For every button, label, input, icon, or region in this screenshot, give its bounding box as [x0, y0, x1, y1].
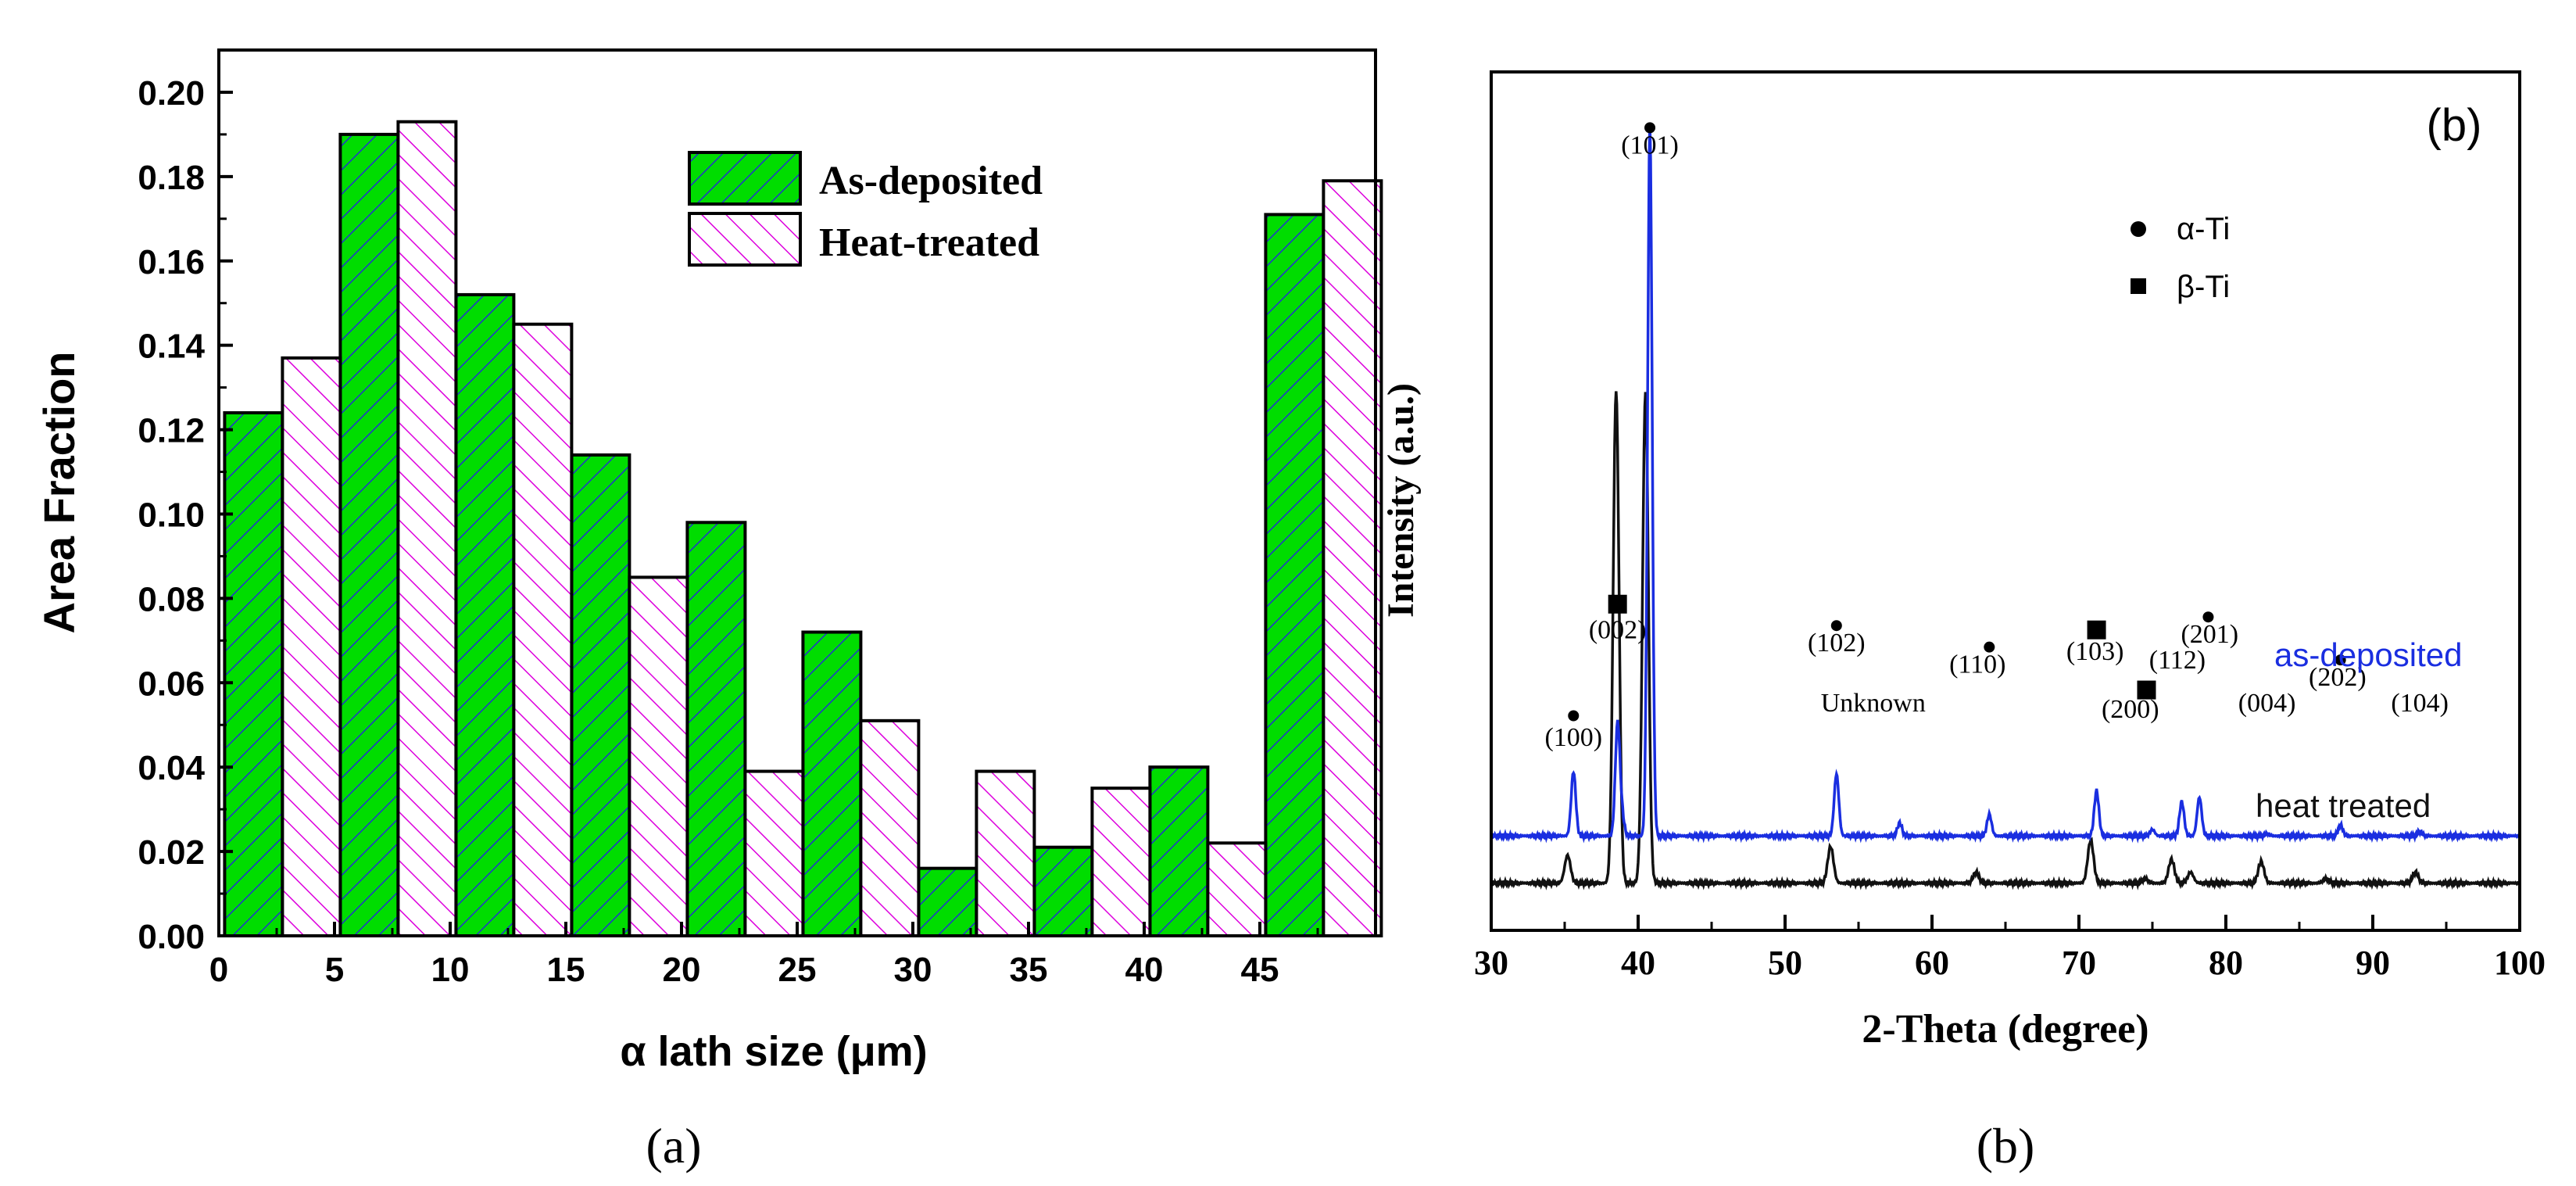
- peak-label: (201): [2181, 620, 2238, 649]
- peak-label: (102): [1808, 629, 1866, 657]
- panel-label-b: (b): [1977, 1118, 2035, 1173]
- y-tick-label: 0.04: [138, 749, 205, 787]
- y-axis-title: Intensity (a.u.): [1380, 383, 1422, 618]
- legend-label-alpha-ti: α-Ti: [2177, 212, 2230, 246]
- bar-as-deposited-25: [801, 630, 863, 937]
- y-tick-label: 0.20: [138, 74, 205, 113]
- x-tick-label: 35: [1010, 951, 1048, 989]
- x-tick-label: 80: [2209, 944, 2243, 982]
- peak-label: (103): [2066, 637, 2124, 666]
- curve-label-as-deposited: as-deposited: [2274, 636, 2463, 673]
- xrd-panel: 30 40 50 60 70 80 90 100 (100) (002) (101) (102) Un…: [1380, 70, 2546, 1173]
- bar-as-deposited-5: [338, 132, 400, 937]
- alpha-ti-peak-marker-icon: [2334, 654, 2346, 666]
- y-tick-label: 0.12: [138, 412, 205, 450]
- x-tick-label: 15: [547, 951, 585, 989]
- x-tick-label: 10: [431, 951, 470, 989]
- phase-legend: α-Ti β-Ti: [2131, 212, 2230, 304]
- y-tick-label: 0.14: [138, 328, 205, 366]
- y-tick-label: 0.18: [138, 159, 205, 197]
- legend-label-beta-ti: β-Ti: [2177, 270, 2230, 304]
- bar-heat-treated-40: [1206, 841, 1268, 938]
- beta-ti-peak-marker-icon: [1608, 594, 1627, 614]
- x-tick-label: 90: [2356, 944, 2390, 982]
- bar-heat-treated-0: [281, 356, 342, 938]
- beta-ti-peak-marker-icon: [2137, 680, 2156, 700]
- x-tick-label: 40: [1621, 944, 1655, 982]
- bar-as-deposited-30: [917, 866, 979, 937]
- x-tick-label: 100: [2494, 944, 2546, 982]
- alpha-ti-peak-marker-icon: [1644, 122, 1656, 134]
- legend-label-as-deposited: As-deposited: [819, 159, 1043, 203]
- bar-as-deposited-15: [570, 453, 631, 937]
- x-tick-label: 70: [2062, 944, 2096, 982]
- bar-as-deposited-20: [685, 521, 747, 937]
- bar-heat-treated-10: [512, 322, 574, 937]
- peak-label: (100): [1544, 723, 1602, 752]
- axis-ticks: 30 40 50 60 70 80 90 100: [1474, 915, 2546, 982]
- legend-label-heat-treated: Heat-treated: [819, 220, 1039, 265]
- x-axis-title: α lath size (μm): [620, 1028, 927, 1075]
- alpha-ti-peak-marker-icon: [1830, 620, 1842, 632]
- y-tick-label: 0.02: [138, 833, 205, 872]
- x-tick-label: 40: [1125, 951, 1164, 989]
- x-tick-label: 0: [209, 951, 228, 989]
- axis-ticks: 0 5 10 15 20 25 30 35 40 45 0.00 0.02 0.04 0.06 0.08 0.…: [138, 74, 1319, 989]
- peak-label: Unknown: [1821, 689, 1926, 718]
- peak-label: (112): [2149, 646, 2206, 675]
- x-tick-label: 5: [325, 951, 344, 989]
- y-tick-label: 0.16: [138, 243, 205, 281]
- x-axis-title: 2-Theta (degree): [1862, 1007, 2148, 1052]
- alpha-ti-marker-icon: [2131, 221, 2146, 237]
- bar-heat-treated-25: [859, 718, 921, 937]
- bar-as-deposited-0: [223, 410, 284, 937]
- inner-panel-label: (b): [2427, 100, 2482, 151]
- alpha-ti-peak-marker-icon: [1568, 710, 1580, 722]
- bar-heat-treated-5: [396, 120, 458, 938]
- legend-swatch-heat-treated: [688, 212, 802, 267]
- y-tick-label: 0.00: [138, 918, 205, 956]
- bar-heat-treated-35: [1090, 786, 1152, 938]
- x-tick-label: 50: [1768, 944, 1802, 982]
- bar-heat-treated-45: [1322, 179, 1383, 937]
- y-tick-label: 0.10: [138, 496, 205, 534]
- peak-label: (202): [2309, 663, 2367, 692]
- alpha-ti-peak-marker-icon: [2202, 611, 2214, 623]
- peak-label: (002): [1589, 616, 1647, 645]
- x-tick-label: 25: [778, 951, 817, 989]
- peak-label: (004): [2238, 689, 2296, 718]
- bar-heat-treated-30: [975, 769, 1036, 937]
- x-tick-label: 45: [1241, 951, 1279, 989]
- y-axis-title: Area Fraction: [34, 352, 84, 634]
- histogram-bars: [223, 120, 1383, 938]
- peak-label: (110): [1949, 650, 2005, 679]
- x-tick-label: 60: [1915, 944, 1949, 982]
- bar-heat-treated-15: [628, 575, 689, 938]
- alpha-ti-peak-marker-icon: [1984, 641, 1995, 653]
- beta-ti-peak-marker-icon: [2087, 620, 2106, 640]
- y-tick-label: 0.08: [138, 580, 205, 618]
- x-tick-label: 20: [663, 951, 701, 989]
- y-tick-label: 0.06: [138, 665, 205, 703]
- beta-ti-marker-icon: [2131, 278, 2146, 294]
- legend: As-deposited Heat-treated: [688, 151, 1043, 267]
- panel-label-a: (a): [646, 1118, 701, 1173]
- bar-as-deposited-45: [1264, 213, 1326, 937]
- bar-as-deposited-40: [1148, 765, 1210, 938]
- peak-annotations: (100) (002) (101) (102) Unknown (110) (103) (20…: [1544, 122, 2449, 752]
- histogram-panel: 0 5 10 15 20 25 30 35 40 45 0.00 0.02 0.04 0.06 0.08 0.…: [34, 48, 1383, 1173]
- bar-heat-treated-20: [743, 769, 805, 937]
- curve-label-heat-treated: heat treated: [2256, 787, 2431, 824]
- x-tick-label: 30: [894, 951, 932, 989]
- bar-as-deposited-35: [1032, 845, 1094, 937]
- xrd-curve-heat-treated: [1490, 391, 2521, 890]
- peak-label: (101): [1621, 131, 1679, 159]
- bar-as-deposited-10: [454, 292, 516, 937]
- peak-label: (200): [2102, 695, 2159, 724]
- peak-label: (104): [2391, 689, 2449, 718]
- legend-swatch-as-deposited: [688, 151, 802, 206]
- x-tick-label: 30: [1474, 944, 1508, 982]
- xrd-curve-as-deposited: [1490, 122, 2521, 844]
